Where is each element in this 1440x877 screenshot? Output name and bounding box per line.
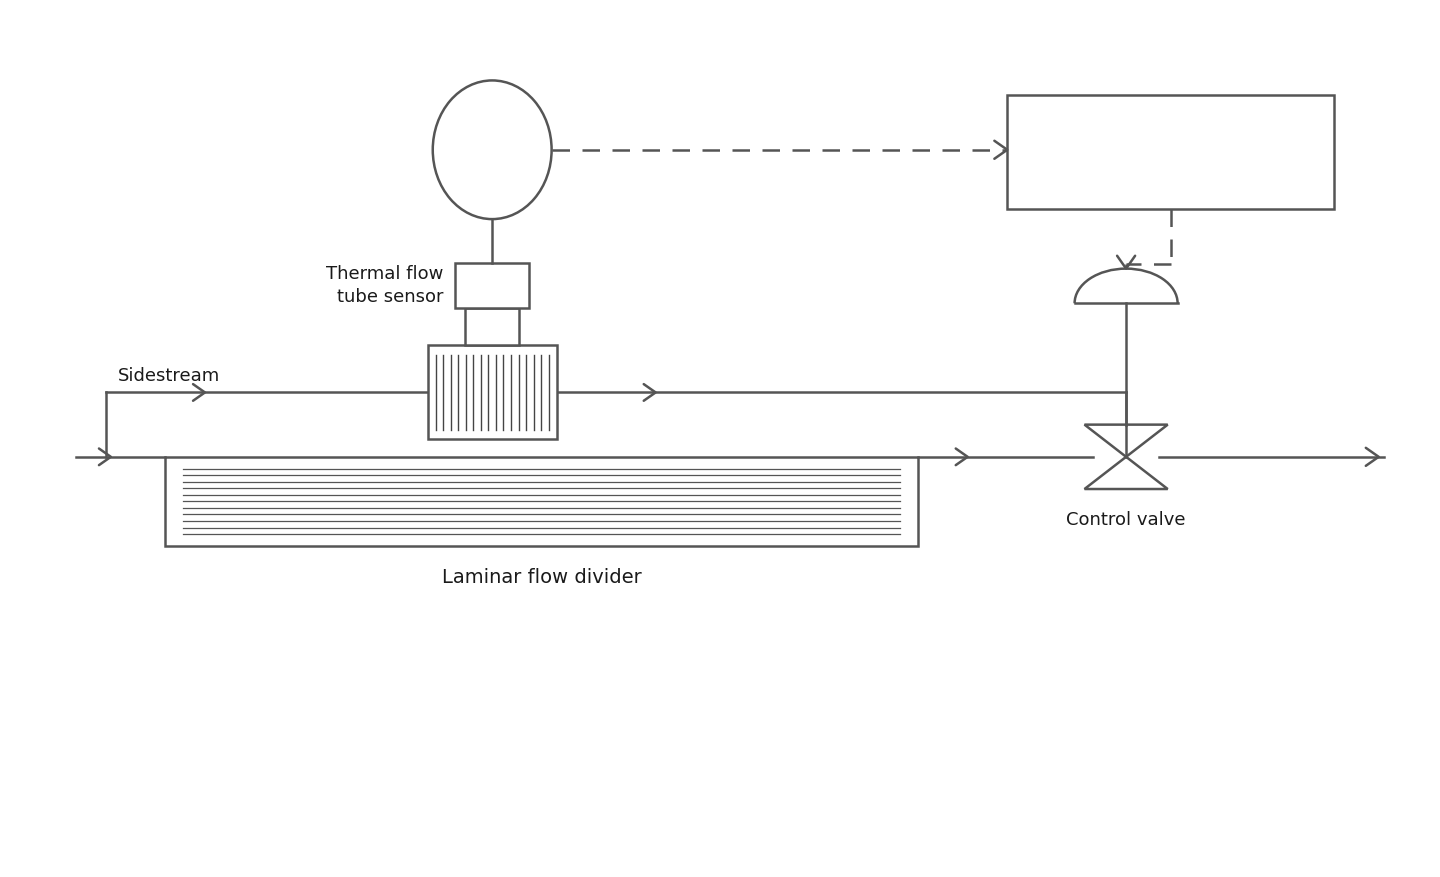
Bar — [1007, 96, 1333, 210]
Bar — [455, 263, 530, 308]
Ellipse shape — [433, 81, 552, 219]
Text: Thermal flow
tube sensor: Thermal flow tube sensor — [325, 265, 444, 306]
Bar — [465, 308, 520, 346]
Text: Controller: Controller — [1119, 142, 1223, 162]
Text: Laminar flow divider: Laminar flow divider — [442, 567, 642, 587]
Bar — [428, 346, 557, 439]
Text: Control valve: Control valve — [1067, 510, 1187, 529]
Text: Sidestream: Sidestream — [118, 367, 220, 384]
Text: FT: FT — [477, 139, 507, 160]
Bar — [166, 457, 919, 546]
